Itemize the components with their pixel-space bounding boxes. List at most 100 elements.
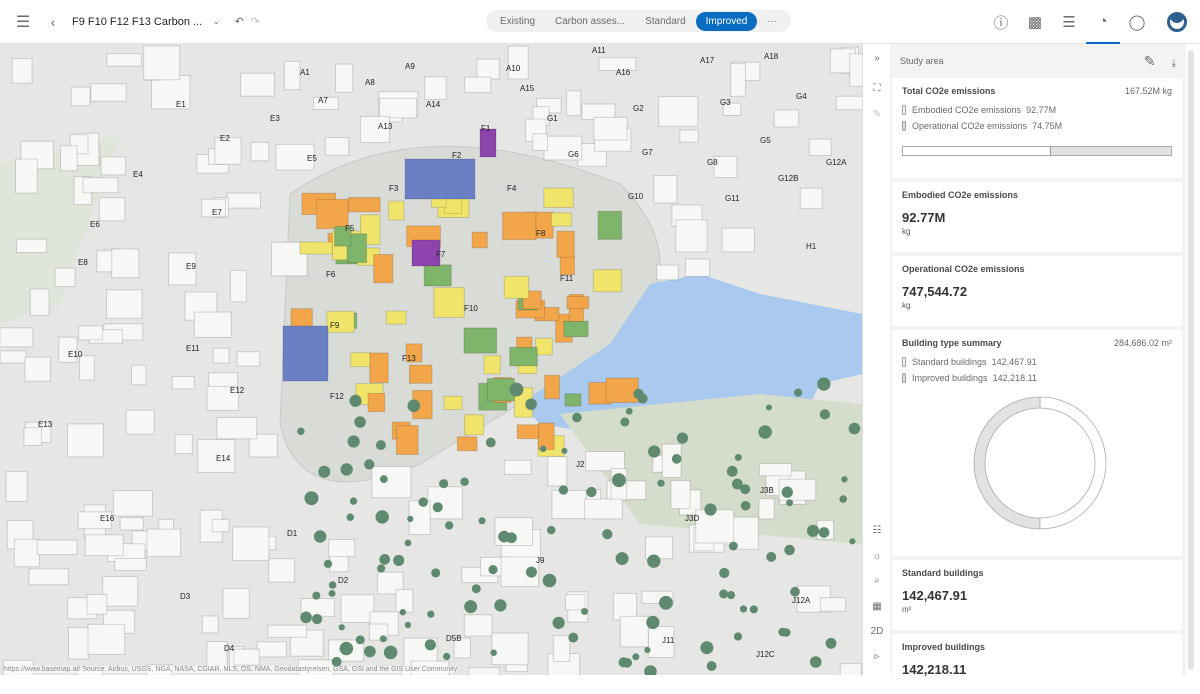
tree [313,530,327,543]
tree [786,499,794,507]
building-label: A8 [365,78,375,87]
download-icon[interactable]: ⤓ [1171,57,1176,69]
building [647,625,675,658]
daylight-slider-icon[interactable]: ☷ [872,524,882,536]
building [491,632,529,666]
building-label: E3 [270,114,280,123]
back-icon[interactable]: ‹ [50,13,56,30]
tree [488,565,498,575]
building-label: F9 [330,321,340,330]
building [543,187,574,209]
building [106,289,143,319]
standard-card: Standard buildings 142,467.91 m² [892,560,1182,630]
tree [644,665,657,675]
tree [625,407,633,415]
building [334,225,352,247]
chevron-down-icon[interactable]: ⌄ [212,16,220,26]
zoom-to-icon[interactable]: ⌕ [874,574,880,586]
building [11,58,33,84]
tree [460,477,469,486]
tab-standard[interactable]: Standard [645,15,686,27]
tree [432,502,443,513]
tree [427,610,435,618]
tree [778,627,788,637]
sun-icon[interactable]: ☼ [872,550,882,562]
building [566,90,582,117]
total-emissions-card: Total CO2e emissions 167.52M kg Embodied … [892,78,1182,178]
tree [323,559,333,568]
building [388,200,405,221]
menu-icon[interactable]: ☰ [15,13,31,31]
chart-icon[interactable]: ◔ [1086,0,1120,44]
scene-title[interactable]: F9 F10 F12 F13 Carbon ... [72,15,203,28]
tree [431,568,441,578]
info-icon[interactable]: ⓘ [993,14,1009,32]
undo-icon[interactable]: ↶ [234,16,244,28]
building [23,427,43,446]
building [453,637,471,659]
building [395,588,414,613]
comment-icon[interactable]: ◯ [1128,14,1146,31]
tree [558,485,569,495]
tab-existing[interactable]: Existing [500,15,536,27]
building [395,425,419,455]
building [551,489,587,520]
tree [509,382,524,397]
tree [539,445,547,453]
building [256,641,287,658]
basemap-icon[interactable]: ▩ [1027,14,1043,31]
building [312,96,339,111]
building-label: A9 [405,62,415,71]
edit-icon[interactable]: ✎ [1143,52,1156,69]
view-2d-button[interactable]: 2D [870,625,884,637]
building [143,45,181,81]
avatar[interactable] [1154,0,1200,44]
legend-embodied: Embodied CO2e emissions 92.77M [902,105,1172,115]
donut-chart [973,396,1107,530]
building [359,115,390,144]
operational-card: Operational CO2e emissions 747,544.72 kg [892,256,1182,326]
compass-icon[interactable]: ▹ [874,650,880,662]
building [86,593,108,615]
building [201,615,219,634]
panel-scrollbar[interactable] [1188,50,1194,670]
building [645,536,674,560]
building [29,288,50,317]
building [347,197,381,213]
more-tabs-button[interactable]: ··· [767,15,778,27]
building [483,355,501,375]
building [799,187,823,210]
building-label: F8 [536,229,546,238]
tab-carbon-assessment[interactable]: Carbon asses... [555,15,626,27]
building-label: E13 [38,420,53,429]
redo-icon[interactable]: ↷ [250,16,260,28]
tree [464,600,478,614]
building [443,395,463,411]
scene-view[interactable]: A1 A7 A8 A9 A10 A11 A13 A14 A15 A16 A17 A18 E1 E2 E3 E4… [0,44,862,675]
layer-list-icon[interactable]: ⛶ [873,82,881,94]
building-label: F12 [330,392,344,401]
building [5,471,28,502]
layers-icon[interactable]: ☰ [1062,14,1076,31]
building [605,377,639,404]
building [592,269,623,293]
expand-panel-button[interactable]: » [874,52,880,64]
tree [561,447,568,454]
building [656,264,679,281]
building [58,336,78,363]
tree [498,530,510,543]
tree [726,591,736,600]
buildings-icon[interactable]: ▦ [872,600,882,612]
tree [637,393,648,404]
building [78,325,104,341]
building [334,63,354,93]
building [112,490,153,517]
building-label: A7 [318,96,328,105]
measure-icon[interactable]: ✎ [872,108,882,120]
bar-embodied [903,147,1052,155]
building-label: G10 [628,192,644,201]
tab-improved[interactable]: Improved [695,11,758,31]
building [479,128,497,158]
tree [379,554,391,565]
side-panel: Study area ✎ ⤓ Total CO2e emissions 167.52… [890,44,1186,694]
